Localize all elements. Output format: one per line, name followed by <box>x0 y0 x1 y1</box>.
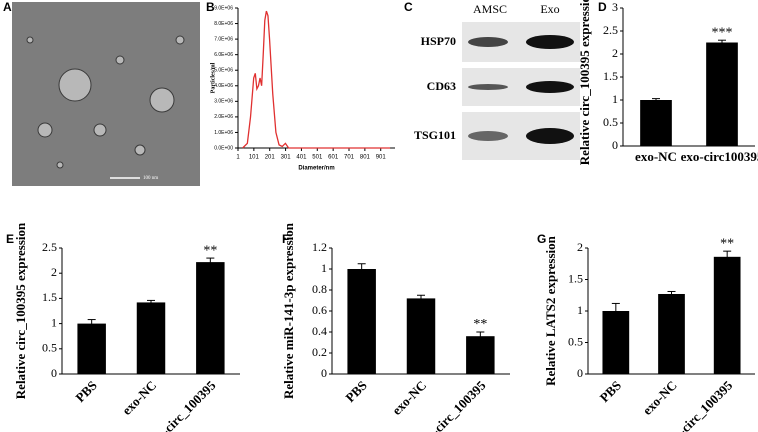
y-tick-label: 2.5 <box>603 23 618 37</box>
significance: *** <box>712 25 733 40</box>
x-tick-label: PBS <box>342 378 369 405</box>
bar <box>602 311 630 374</box>
blot-row-label: CD63 <box>427 79 456 93</box>
y-tick-label: 1.5 <box>568 271 583 285</box>
x-tick-label: 801 <box>360 155 371 161</box>
panel-label: C <box>404 0 413 14</box>
y-tick-label: 7.0E+06 <box>214 36 233 42</box>
y-axis-label: Relative circ_100395 expression <box>577 0 592 165</box>
y-tick-label: 1.5 <box>42 290 57 304</box>
x-tick-label: 101 <box>249 155 260 161</box>
bar <box>77 323 106 374</box>
y-tick-label: 0 <box>51 366 57 380</box>
bar <box>713 256 741 374</box>
bar <box>640 100 672 146</box>
y-tick-label: 9.0E+06 <box>214 5 233 11</box>
panel-label: D <box>598 0 607 14</box>
bar <box>347 269 376 374</box>
y-tick-label: 0.8 <box>312 282 327 296</box>
y-tick-label: 0.2 <box>312 345 327 359</box>
y-tick-label: 3.0E+06 <box>214 99 233 105</box>
blot <box>462 22 580 160</box>
bar <box>706 42 738 146</box>
y-tick-label: 1.5 <box>603 69 618 83</box>
x-tick-label: exo-NC <box>389 378 429 418</box>
tem-particles <box>26 35 185 169</box>
y-axis-label: Particles/ml <box>210 62 216 93</box>
blot-row-label: HSP70 <box>421 34 456 48</box>
x-tick-label: 501 <box>312 155 323 161</box>
y-tick-label: 0.5 <box>603 115 618 129</box>
y-tick-label: 0 <box>612 138 618 152</box>
bar <box>196 262 225 374</box>
y-tick-label: 5.0E+06 <box>214 68 233 74</box>
y-tick-label: 4.0E+06 <box>214 83 233 89</box>
y-tick-label: 0 <box>577 366 583 380</box>
x-tick-label: PBS <box>72 378 99 405</box>
significance: ** <box>473 317 487 332</box>
y-axis-label: Relative circ_100395 expression <box>13 222 28 399</box>
y-tick-label: 2 <box>612 46 618 60</box>
significance: ** <box>203 243 217 258</box>
y-tick-label: 3 <box>612 0 618 14</box>
panel-label: G <box>537 232 546 246</box>
x-axis-label: Diameter/nm <box>298 166 334 172</box>
y-tick-label: 0.5 <box>568 334 583 348</box>
x-tick-label: 401 <box>296 155 307 161</box>
bar <box>136 302 166 374</box>
panel-label: E <box>6 232 14 246</box>
x-tick-label: 701 <box>344 155 355 161</box>
y-tick-label: 6.0E+06 <box>214 52 233 58</box>
y-axis-label: Relative LATS2 expression <box>543 235 558 386</box>
y-tick-label: 1 <box>577 303 583 317</box>
x-tick-label: exo-NC <box>119 378 159 418</box>
y-tick-label: 8.0E+06 <box>214 21 233 27</box>
y-tick-label: 1 <box>51 315 57 329</box>
significance: ** <box>720 236 734 251</box>
y-tick-label: 0 <box>321 366 327 380</box>
panel-label: F <box>282 232 289 246</box>
y-tick-label: 2.5 <box>42 240 57 254</box>
bar <box>466 336 495 374</box>
y-tick-label: 0.5 <box>42 341 57 355</box>
data-line <box>242 10 391 149</box>
blot-column-label: AMSC <box>473 2 507 16</box>
y-tick-label: 1.2 <box>312 240 327 254</box>
scale-bar-label: 100 nm <box>143 176 158 181</box>
x-tick-label: PBS <box>597 378 624 405</box>
bar <box>406 298 436 374</box>
panel-label: A <box>3 0 12 14</box>
y-tick-label: 0.6 <box>312 303 327 317</box>
blot-column-label: Exo <box>540 2 559 16</box>
y-tick-label: 1 <box>321 261 327 275</box>
x-tick-label: exo-NC <box>640 378 680 418</box>
x-tick-label: 601 <box>328 155 339 161</box>
y-axis-label: Relative miR-141-3p expression <box>281 222 296 399</box>
bar <box>658 293 685 374</box>
y-tick-label: 1.0E+06 <box>214 130 233 136</box>
blot-row-label: TSG101 <box>414 128 456 142</box>
y-tick-label: 2 <box>51 265 57 279</box>
x-tick-label: 201 <box>265 155 276 161</box>
x-tick-label: 1 <box>236 155 240 161</box>
y-tick-label: 0.4 <box>312 324 327 338</box>
y-tick-label: 2.0E+06 <box>214 114 233 120</box>
x-tick-label: 901 <box>376 155 387 161</box>
panel-label: B <box>206 0 215 14</box>
y-tick-label: 1 <box>612 92 618 106</box>
x-tick-label: 301 <box>281 155 292 161</box>
y-tick-label: 2 <box>577 240 583 254</box>
x-tick-label: exo-circ100395 <box>681 149 758 164</box>
x-tick-label: exo-NC <box>635 149 677 164</box>
y-tick-label: 0.0E+00 <box>214 145 233 151</box>
